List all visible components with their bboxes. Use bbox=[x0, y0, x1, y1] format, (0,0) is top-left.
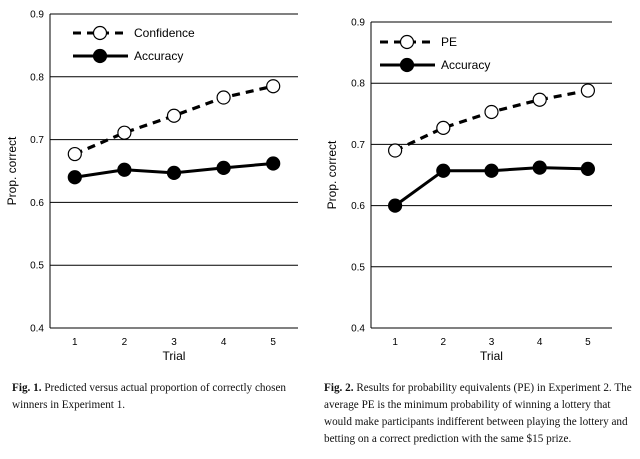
data-point-confidence bbox=[266, 79, 281, 94]
data-point-pe bbox=[436, 120, 451, 135]
legend-label-pe: PE bbox=[441, 35, 457, 49]
legend-label-accuracy: Accuracy bbox=[134, 49, 183, 63]
x-tick-label: 4 bbox=[537, 337, 543, 348]
chart-1: 0.4 0.5 0.6 0.7 0.8 0.9 1 2 3 4 5 Trial Prop. correc… bbox=[5, 10, 298, 363]
y-tick-label: 0.4 bbox=[30, 324, 44, 335]
data-point-accuracy bbox=[436, 163, 451, 178]
data-point-confidence bbox=[117, 125, 132, 140]
x-tick-label: 2 bbox=[122, 337, 128, 348]
data-point-confidence bbox=[166, 108, 182, 123]
caption-2-number: Fig. 2. bbox=[324, 382, 354, 394]
data-point-accuracy bbox=[166, 165, 182, 180]
y-axis-title: Prop. correct bbox=[5, 136, 19, 205]
data-point-confidence bbox=[216, 90, 231, 105]
x-axis-title: Trial bbox=[480, 349, 503, 363]
x-tick-label: 2 bbox=[441, 337, 447, 348]
x-tick-label: 4 bbox=[221, 337, 227, 348]
data-point-pe bbox=[484, 104, 499, 120]
y-tick-label: 0.8 bbox=[30, 72, 44, 83]
data-point-confidence bbox=[67, 146, 82, 162]
y-tick-label: 0.7 bbox=[30, 135, 44, 146]
legend-label-confidence: Confidence bbox=[134, 26, 195, 40]
data-point-pe bbox=[387, 143, 403, 158]
x-tick-label: 1 bbox=[392, 337, 398, 348]
data-point-accuracy bbox=[67, 170, 82, 185]
y-tick-label: 0.8 bbox=[351, 79, 365, 90]
y-tick-label: 0.5 bbox=[30, 261, 44, 272]
legend-label-accuracy: Accuracy bbox=[441, 58, 490, 72]
y-tick-label: 0.7 bbox=[351, 140, 365, 151]
y-tick-label: 0.9 bbox=[351, 18, 365, 29]
legend-marker-accuracy bbox=[399, 57, 415, 73]
data-point-accuracy bbox=[484, 163, 499, 178]
caption-1-number: Fig. 1. bbox=[12, 382, 42, 394]
data-point-pe bbox=[580, 83, 595, 98]
data-point-accuracy bbox=[216, 160, 231, 175]
y-axis-title: Prop. correct bbox=[325, 140, 339, 209]
data-point-accuracy bbox=[580, 161, 595, 176]
caption-1: Fig. 1. Predicted versus actual proporti… bbox=[12, 380, 312, 414]
data-point-accuracy bbox=[266, 156, 281, 171]
x-tick-label: 3 bbox=[171, 337, 177, 348]
data-point-pe bbox=[532, 92, 547, 107]
legend-marker-accuracy bbox=[92, 48, 108, 64]
caption-1-text: Predicted versus actual proportion of co… bbox=[12, 382, 287, 411]
x-tick-label: 5 bbox=[270, 337, 276, 348]
x-tick-label: 5 bbox=[585, 337, 591, 348]
y-tick-label: 0.4 bbox=[351, 324, 365, 335]
caption-2: Fig. 2. Results for probability equivale… bbox=[324, 380, 634, 448]
caption-2-text: Results for probability equivalents (PE)… bbox=[324, 382, 632, 445]
y-tick-label: 0.9 bbox=[30, 10, 44, 21]
legend-marker-confidence bbox=[92, 25, 108, 41]
series-line-pe bbox=[394, 88, 589, 152]
y-tick-label: 0.6 bbox=[30, 198, 44, 209]
chart-2: 0.4 0.5 0.6 0.7 0.8 0.9 1 2 3 4 5 Trial Prop. correc… bbox=[325, 18, 612, 363]
legend-marker-pe bbox=[399, 34, 415, 50]
x-axis-title: Trial bbox=[163, 349, 186, 363]
y-tick-label: 0.5 bbox=[351, 262, 365, 273]
x-tick-label: 3 bbox=[489, 337, 495, 348]
data-point-accuracy bbox=[117, 162, 132, 177]
data-point-accuracy bbox=[387, 198, 403, 213]
data-point-accuracy bbox=[532, 160, 547, 175]
y-tick-label: 0.6 bbox=[351, 201, 365, 212]
x-tick-label: 1 bbox=[72, 337, 78, 348]
